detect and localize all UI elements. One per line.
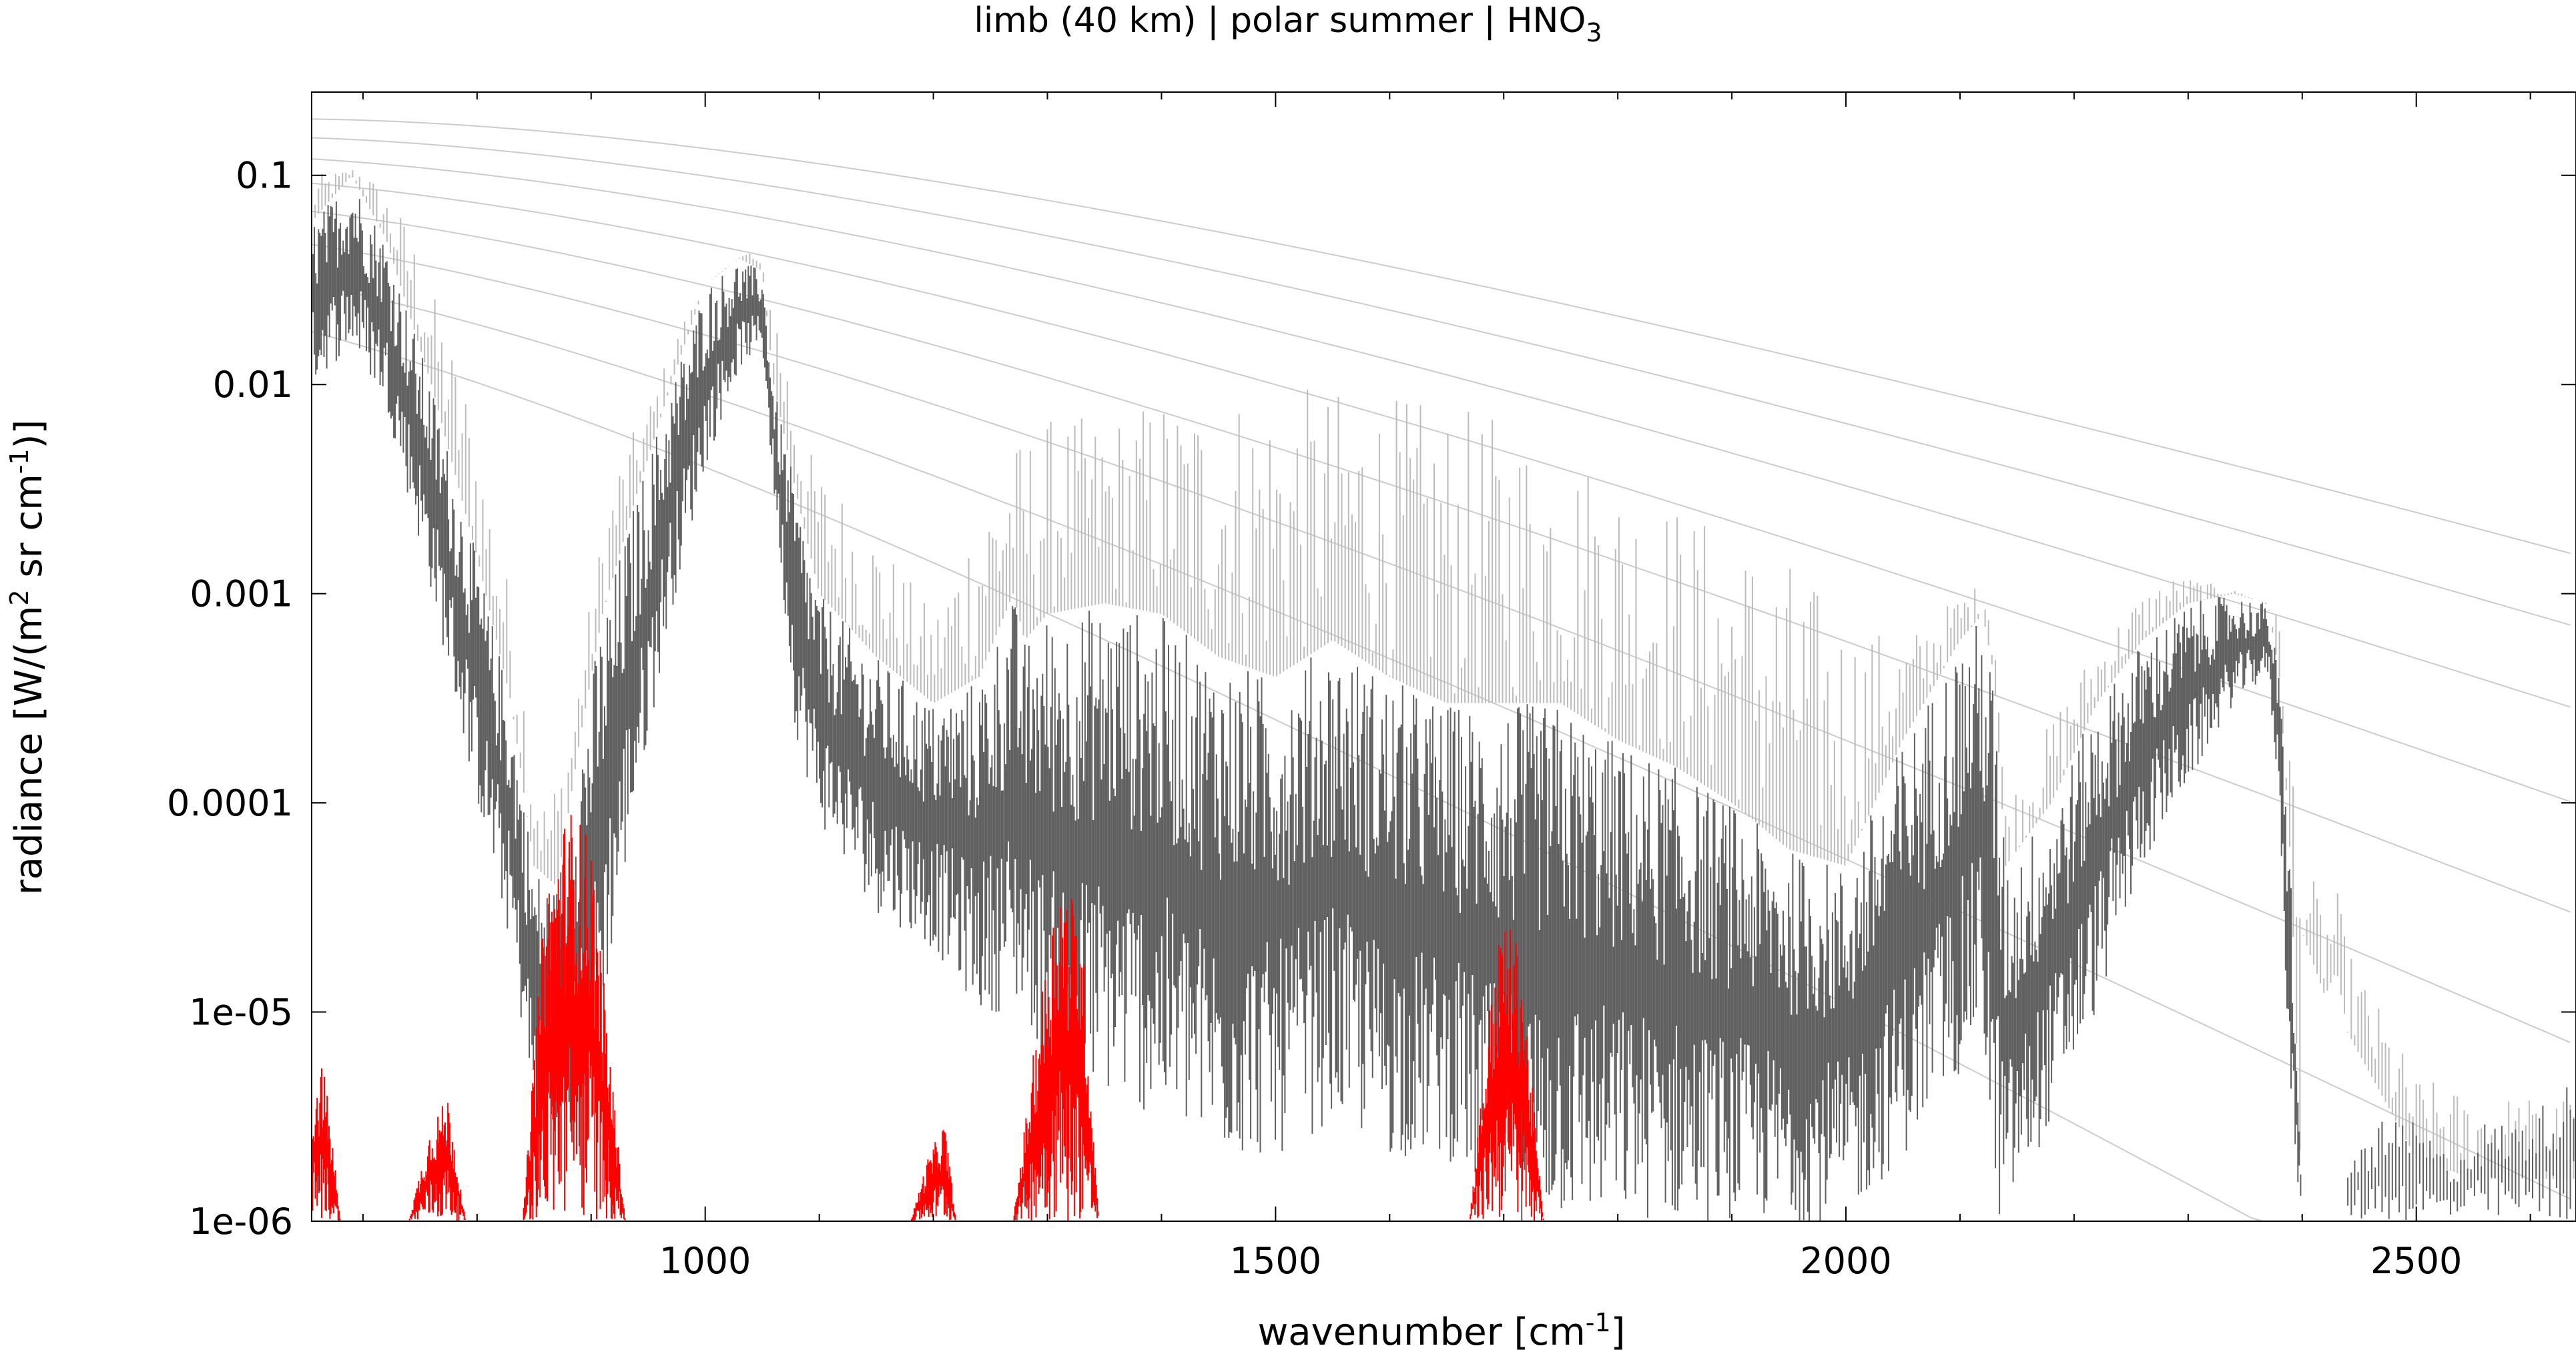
x-tick-label-1500: 1500 [1230, 1240, 1321, 1282]
y-tick-label-1e-05: 1e-05 [189, 992, 293, 1034]
plot-title-subscript: 3 [1586, 18, 1602, 47]
y-tick-label-0.001: 0.001 [190, 573, 293, 615]
plot-frame [311, 91, 2576, 1222]
hno3-band-4 [910, 1130, 956, 1221]
x-tick-label-2500: 2500 [2370, 1240, 2462, 1282]
hno3-band-5 [1013, 899, 1099, 1221]
x-axis-title: wavenumber [cm-1] [1257, 1308, 1625, 1354]
spectrum-tail [2347, 1087, 2575, 1220]
hno3-band-2 [408, 1102, 466, 1221]
spectra-layer [311, 170, 2575, 1221]
x-axis-title-end: ] [1611, 1311, 1626, 1354]
y-tick-label-1e-06: 1e-06 [189, 1201, 293, 1243]
planck-curve-240K [311, 210, 2571, 913]
hno3-band-1 [311, 1068, 341, 1221]
x-tick-label-1000: 1000 [659, 1240, 751, 1282]
ticks-layer: 1000 1500 2000 2500 0.1 0.01 0.001 0.0001 1e-05 1… [167, 92, 2576, 1282]
hno3-band-3 [523, 815, 626, 1221]
planck-curve-300K [311, 137, 2571, 626]
x-tick-label-2000: 2000 [1800, 1240, 1891, 1282]
plot-title: limb (40 km) | polar summer | HNO3 [974, 1, 1602, 47]
hno3-band-6 [1470, 930, 1544, 1221]
y-axis-title: radiance [W/(m2 sr cm-1)] [5, 420, 51, 896]
y-tick-label-0.0001: 0.0001 [167, 782, 293, 824]
y-tick-label-0.01: 0.01 [213, 364, 293, 406]
planck-curve-260K [311, 182, 2571, 803]
x-axis-title-superscript: -1 [1586, 1308, 1611, 1337]
planck-curve-320K [311, 118, 2571, 555]
y-tick-label-0.1: 0.1 [236, 155, 293, 197]
